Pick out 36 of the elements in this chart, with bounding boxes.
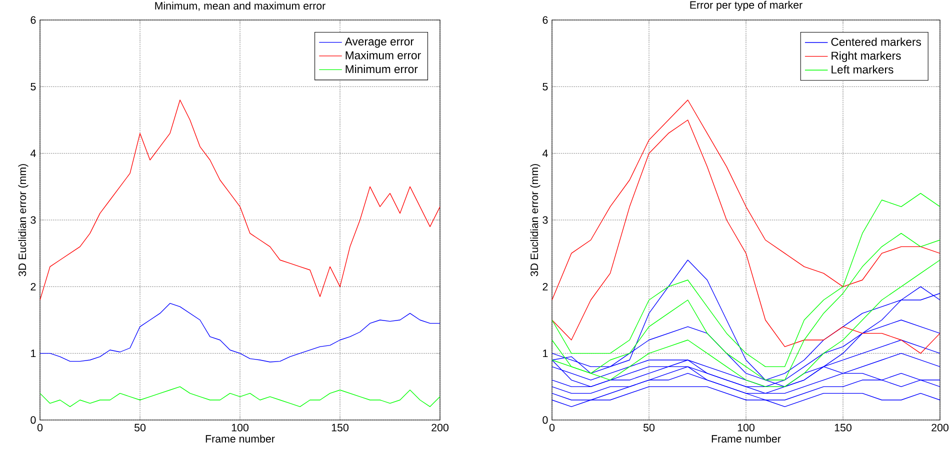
x-tick-label: 150 bbox=[332, 424, 348, 432]
y-tick-label: 5 bbox=[542, 82, 548, 90]
y-tick-label: 4 bbox=[542, 150, 548, 158]
y-tick-label: 4 bbox=[30, 150, 36, 158]
y-axis-title: 3D Euclidian error (mm) bbox=[530, 164, 540, 276]
x-axis-title: Frame number bbox=[206, 434, 275, 443]
legend-label: Average error bbox=[344, 38, 414, 48]
x-tick-label: 100 bbox=[738, 424, 754, 432]
chart-title: Error per type of marker bbox=[690, 0, 802, 11]
y-tick-label: 3 bbox=[542, 216, 548, 224]
y-axis-title: 3D Euclidian error (mm) bbox=[18, 164, 28, 276]
y-tick-label: 2 bbox=[30, 282, 36, 290]
x-tick-label: 50 bbox=[134, 424, 146, 432]
x-tick-label: 50 bbox=[643, 424, 655, 432]
x-tick-label: 200 bbox=[932, 424, 948, 432]
legend-label: Centered markers bbox=[831, 38, 921, 46]
x-tick-label: 0 bbox=[37, 424, 43, 432]
y-tick-label: 5 bbox=[30, 82, 36, 90]
legend-label: Left markers bbox=[832, 65, 894, 74]
y-tick-label: 6 bbox=[542, 16, 548, 24]
y-tick-label: 1 bbox=[31, 350, 36, 358]
x-axis-title: Frame number bbox=[712, 434, 781, 443]
y-tick-label: 3 bbox=[30, 216, 36, 224]
legend-label: Right markers bbox=[832, 51, 901, 62]
y-tick-label: 2 bbox=[542, 282, 548, 290]
x-tick-label: 0 bbox=[549, 424, 555, 432]
x-tick-label: 100 bbox=[232, 424, 248, 432]
y-tick-label: 1 bbox=[543, 350, 548, 358]
legend-label: Minimum error bbox=[346, 64, 418, 74]
y-tick-label: 0 bbox=[30, 416, 36, 424]
x-tick-label: 150 bbox=[834, 424, 852, 432]
y-tick-label: 0 bbox=[542, 416, 548, 424]
y-tick-label: 6 bbox=[30, 16, 36, 24]
legend-label: Maximum error bbox=[346, 50, 421, 60]
x-tick-label: 200 bbox=[432, 424, 448, 432]
chart-title: Minimum, mean and maximum error bbox=[155, 2, 326, 11]
